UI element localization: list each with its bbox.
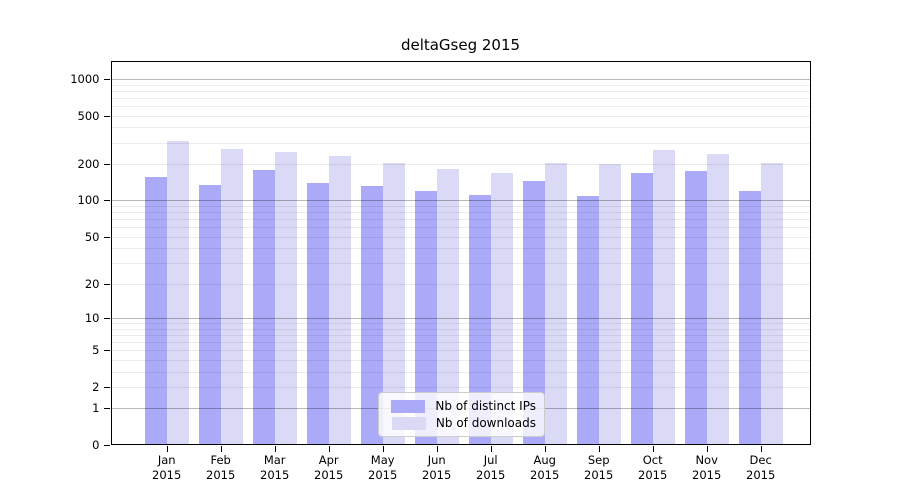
y-tick-50 (103, 236, 110, 238)
y-tick-label-5: 5 (92, 343, 100, 358)
y-tick-100 (103, 200, 110, 202)
x-tick-label-sep: Sep 2015 (572, 453, 626, 483)
y-tick-10 (103, 317, 110, 319)
y-tick-label-1000: 1000 (70, 71, 100, 86)
x-tick-apr (328, 446, 330, 452)
y-tick-label-50: 50 (84, 229, 100, 244)
x-tick-label-nov: Nov 2015 (680, 453, 734, 483)
x-tick-nov (706, 446, 708, 452)
chart-title: deltaGseg 2015 (400, 36, 521, 54)
x-tick-year: 2015 (368, 468, 398, 482)
y-tick-label-100: 100 (77, 193, 100, 208)
x-tick-month: Jun (427, 453, 446, 467)
x-tick-label-feb: Feb 2015 (194, 453, 248, 483)
x-tick-dec (760, 446, 762, 452)
x-tick-year: 2015 (314, 468, 344, 482)
x-tick-label-mar: Mar 2015 (248, 453, 302, 483)
x-tick-month: Mar (263, 453, 286, 467)
legend-label-downloads: Nb of downloads (435, 416, 536, 430)
x-tick-jun (436, 446, 438, 452)
x-tick-month: Nov (695, 453, 718, 467)
y-tick-500 (103, 115, 110, 117)
y-tick-label-2: 2 (92, 379, 100, 394)
x-tick-sep (598, 446, 600, 452)
x-tick-jul (490, 446, 492, 452)
x-tick-feb (220, 446, 222, 452)
y-tick-label-20: 20 (84, 276, 100, 291)
x-tick-month: Oct (642, 453, 663, 467)
x-tick-label-jul: Jul 2015 (464, 453, 518, 483)
x-tick-month: Dec (749, 453, 772, 467)
y-tick-label-0: 0 (92, 438, 100, 452)
legend-swatch-distinct-ips (391, 399, 426, 413)
x-tick-year: 2015 (638, 468, 668, 482)
legend-entry-downloads: Nb of downloads (387, 416, 536, 430)
x-tick-aug (544, 446, 546, 452)
y-tick-label-1: 1 (92, 401, 100, 416)
x-tick-oct (652, 446, 654, 452)
x-tick-month: Jan (157, 453, 176, 467)
x-tick-year: 2015 (152, 468, 182, 482)
x-tick-month: Aug (533, 453, 556, 467)
x-tick-month: Sep (587, 453, 610, 467)
y-tick-20 (103, 283, 110, 285)
legend-entry-distinct-ips: Nb of distinct IPs (387, 399, 536, 413)
x-tick-label-apr: Apr 2015 (302, 453, 356, 483)
x-tick-label-jan: Jan 2015 (140, 453, 194, 483)
y-tick-200 (103, 164, 110, 165)
legend: Nb of distinct IPs Nb of downloads (378, 392, 545, 437)
x-tick-year: 2015 (584, 468, 614, 482)
x-tick-may (382, 446, 384, 452)
legend-swatch-downloads (391, 416, 426, 430)
y-tick-label-10: 10 (84, 310, 100, 325)
x-tick-month: Feb (210, 453, 231, 467)
y-tick-1 (103, 408, 110, 410)
x-tick-jan (166, 446, 168, 452)
x-tick-label-aug: Aug 2015 (518, 453, 572, 483)
plot-frame (110, 61, 811, 445)
y-tick-1000 (103, 78, 110, 80)
x-tick-label-jun: Jun 2015 (410, 453, 464, 483)
y-tick-label-200: 200 (77, 157, 100, 171)
x-tick-month: Apr (318, 453, 339, 467)
x-tick-mar (274, 446, 276, 452)
y-tick-label-500: 500 (77, 108, 100, 123)
x-tick-label-dec: Dec 2015 (734, 453, 788, 483)
y-tick-0 (103, 445, 110, 446)
x-tick-year: 2015 (422, 468, 452, 482)
x-tick-month: May (370, 453, 395, 467)
x-tick-year: 2015 (530, 468, 560, 482)
y-tick-5 (103, 350, 110, 352)
y-tick-2 (103, 386, 110, 388)
x-tick-label-may: May 2015 (356, 453, 410, 483)
x-tick-month: Jul (483, 453, 498, 467)
x-tick-year: 2015 (476, 468, 506, 482)
x-tick-year: 2015 (206, 468, 236, 482)
x-tick-year: 2015 (746, 468, 776, 482)
x-tick-year: 2015 (260, 468, 290, 482)
x-tick-year: 2015 (692, 468, 722, 482)
legend-label-distinct-ips: Nb of distinct IPs (435, 399, 536, 413)
x-tick-label-oct: Oct 2015 (626, 453, 680, 483)
